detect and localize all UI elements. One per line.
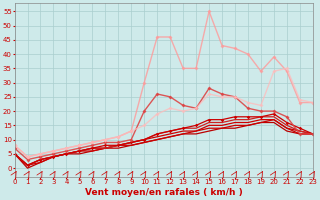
X-axis label: Vent moyen/en rafales ( km/h ): Vent moyen/en rafales ( km/h ) <box>85 188 243 197</box>
